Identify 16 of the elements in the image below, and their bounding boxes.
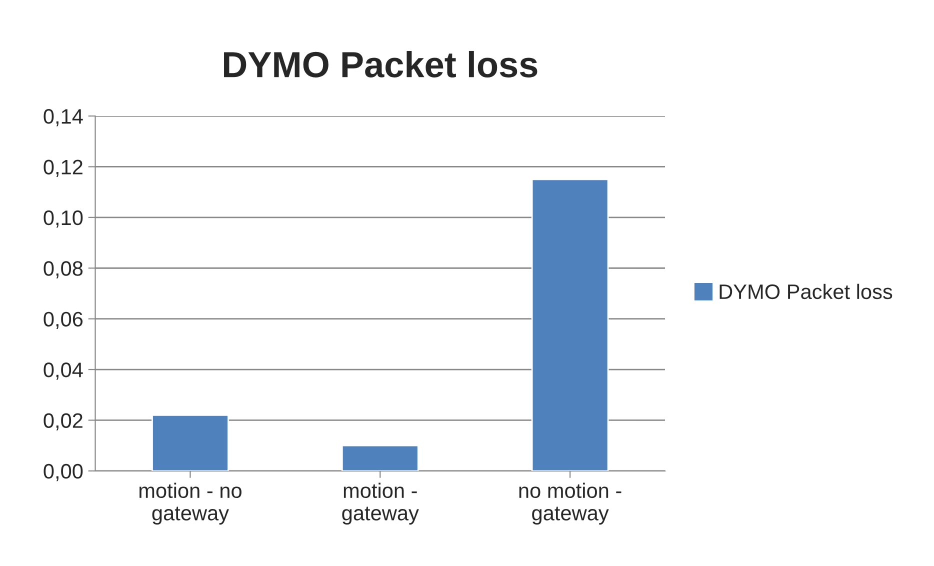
y-tick-label: 0,00 xyxy=(44,464,83,482)
legend-label: DYMO Packet loss xyxy=(720,284,892,300)
y-tick-label: 0,08 xyxy=(44,261,83,278)
bar xyxy=(531,178,609,471)
bar xyxy=(152,414,229,471)
y-tick-label: 0,04 xyxy=(44,362,83,380)
x-tick-label: motion - no gateway xyxy=(140,482,242,525)
y-tick-label: 0,10 xyxy=(44,210,83,228)
chart-title: DYMO Packet loss xyxy=(224,50,538,78)
y-tick-label: 0,12 xyxy=(44,160,82,177)
bar xyxy=(341,444,419,471)
x-tick-label: motion - gateway xyxy=(342,482,419,525)
x-tick-label: no motion - gateway xyxy=(519,482,622,525)
y-tick-label: 0,06 xyxy=(44,312,83,330)
y-tick-label: 0,02 xyxy=(44,413,82,430)
y-tick-label: 0,14 xyxy=(44,109,83,126)
